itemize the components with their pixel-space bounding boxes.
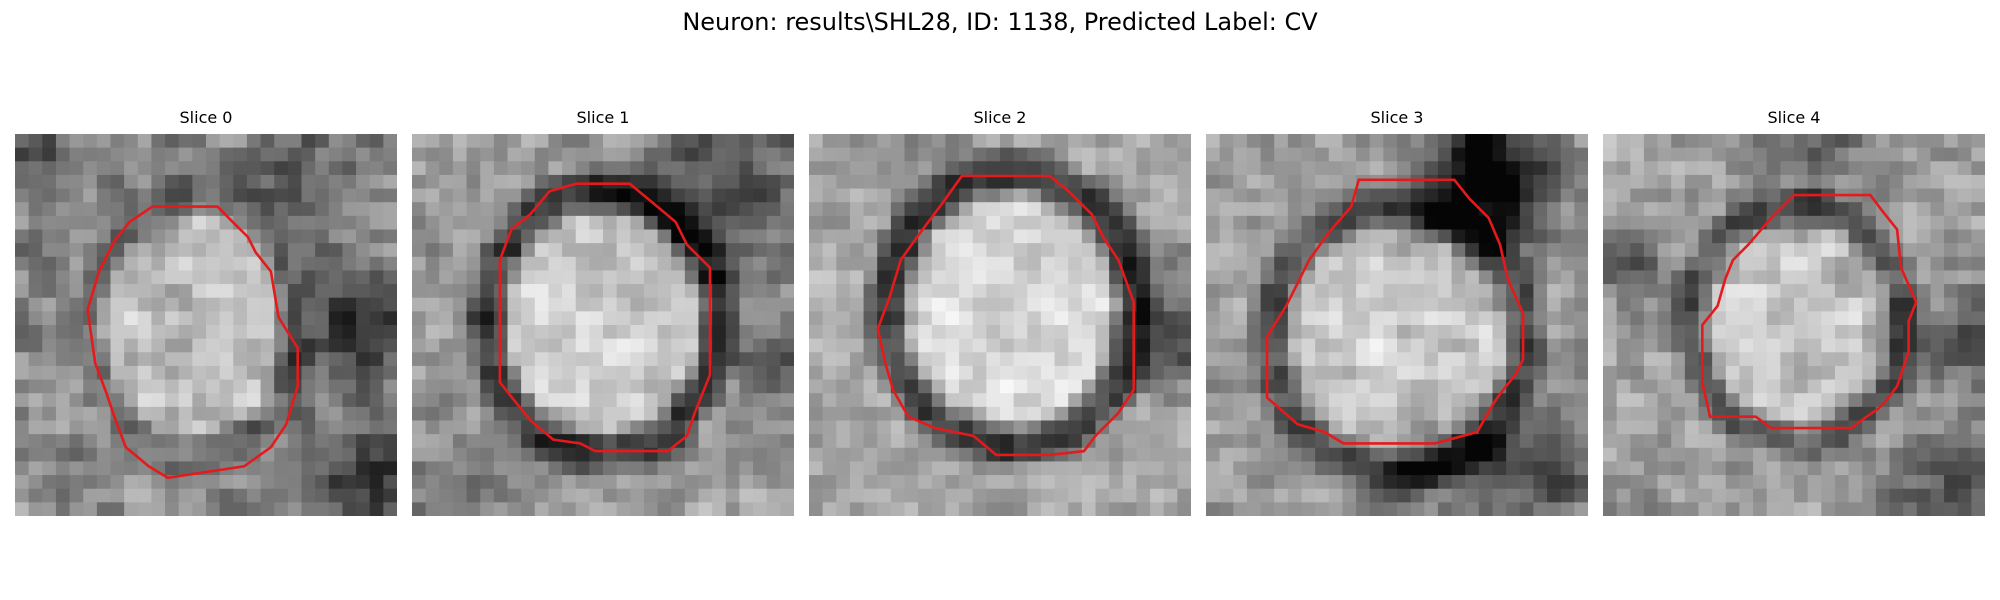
slice-panel-2: Slice 2	[809, 108, 1191, 518]
roi-contour	[1701, 193, 1918, 430]
roi-contour	[86, 205, 300, 480]
slice-panel-3: Slice 3	[1206, 108, 1588, 518]
slice-image	[1206, 134, 1588, 516]
slice-title: Slice 2	[973, 108, 1027, 127]
roi-contour	[498, 182, 712, 453]
slice-title: Slice 0	[179, 108, 233, 127]
figure-title: Neuron: results\SHL28, ID: 1138, Predict…	[682, 8, 1318, 36]
slice-panel-1: Slice 1	[412, 108, 794, 518]
slice-panel-0: Slice 0	[15, 108, 397, 518]
slice-panel-4: Slice 4	[1603, 108, 1985, 518]
slice-image	[15, 134, 397, 516]
slice-image	[809, 134, 1191, 516]
slice-image	[412, 134, 794, 516]
slice-title: Slice 4	[1767, 108, 1821, 127]
slice-title: Slice 1	[576, 108, 630, 127]
roi-contour	[876, 174, 1136, 457]
roi-contour	[1265, 178, 1525, 445]
slice-image	[1603, 134, 1985, 516]
slice-title: Slice 3	[1370, 108, 1424, 127]
